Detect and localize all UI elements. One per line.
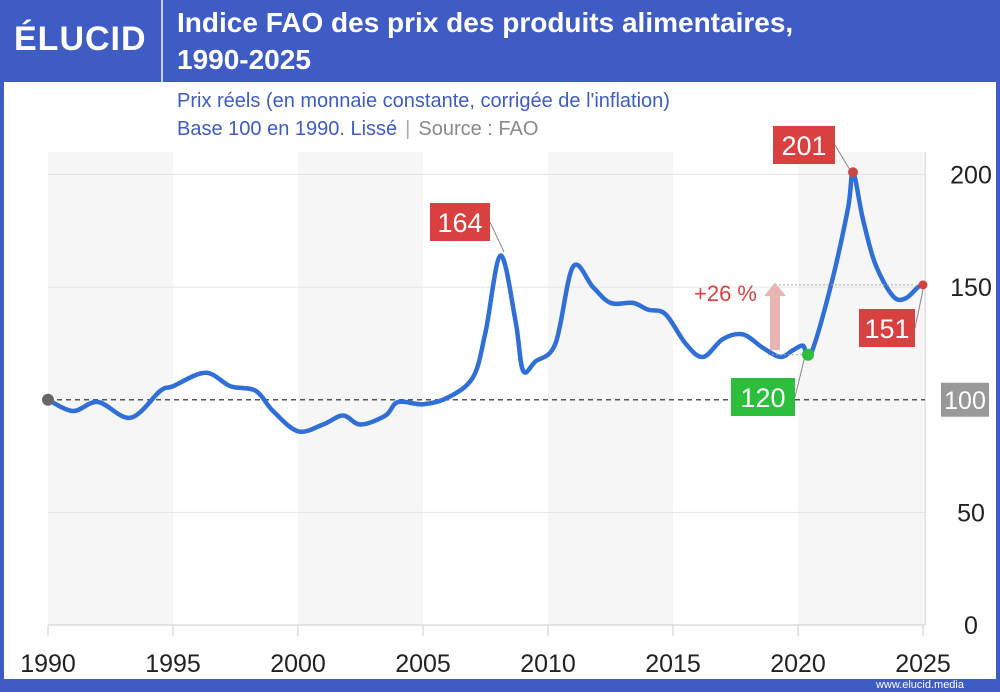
increase-arrow-head [764,282,786,297]
title-line-1: Indice FAO des prix des produits aliment… [177,7,794,38]
x-tick-label: 2005 [395,650,451,678]
subtitle-base: Base 100 en 1990. Lissé [177,118,398,140]
peak-2022-badge [773,126,835,164]
footer-url: www.elucid.media [875,679,964,691]
peak-2008-label: 164 [437,208,482,238]
last-2025-badge [859,309,915,347]
increase-arrow-shaft [770,296,780,351]
x-tick-label: 2010 [520,650,576,678]
y-tick-label: 200 [950,162,992,190]
x-tick-label: 2015 [645,650,701,678]
year-band [798,152,923,625]
x-tick-label: 1990 [20,650,76,678]
baseline-label: 100 [944,387,986,415]
peak-2022-point [848,167,858,178]
title-line-2: 1990-2025 [177,44,311,75]
x-tick-label: 2020 [770,650,826,678]
y-tick-label: 50 [957,499,985,527]
change-label: +26 % [694,281,757,306]
y-tick-label: 0 [964,612,978,640]
year-band [548,152,673,625]
last-2025-point [918,280,928,290]
baseline-badge [941,382,989,417]
x-tick-label: 2025 [895,650,951,678]
chart-title: Indice FAO des prix des produits aliment… [177,4,793,78]
low-2020-badge [731,378,795,416]
low-2020-label: 120 [740,383,785,413]
header-divider [161,0,163,82]
peak-2022-label: 201 [781,131,826,161]
x-tick-label: 2000 [270,650,326,678]
subtitle-line-1: Prix réels (en monnaie constante, corrig… [177,90,670,112]
start-point [42,393,54,406]
elucid-logo: ÉLUCID [14,20,147,58]
subtitle-line-2: Base 100 en 1990. Lissé | Source : FAO [177,118,539,140]
x-tick-label: 1995 [145,650,201,678]
year-band [48,152,173,625]
peak-2022-leader [834,144,851,171]
peak-2008-leader [489,221,505,253]
peak-2008-badge [430,203,490,241]
header: ÉLUCID Indice FAO des prix des produits … [0,0,1000,82]
low-2020-leader [794,355,806,398]
y-tick-label: 150 [950,274,992,302]
last-2025-leader [914,284,925,329]
source: Source : FAO [418,118,539,140]
low-2020-point [802,348,814,361]
year-band [298,152,423,625]
last-2025-label: 151 [864,314,909,344]
data-line [46,169,924,434]
